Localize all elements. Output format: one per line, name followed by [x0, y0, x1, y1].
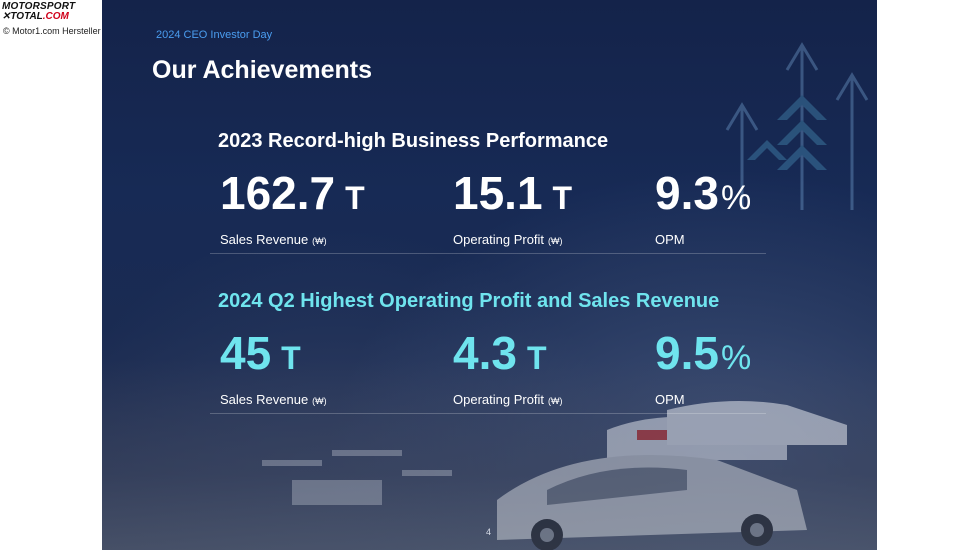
section-heading: 2024 Q2 Highest Operating Profit and Sal…: [218, 290, 720, 312]
metric-sales-revenue: 45 T Sales Revenue (₩): [220, 327, 327, 407]
currency-label: (₩): [312, 236, 327, 246]
metric-value: 162.7: [220, 167, 336, 219]
section-heading: 2023 Record-high Business Performance: [218, 130, 609, 152]
metric-label: Operating Profit: [453, 232, 545, 247]
metric-unit: T: [552, 180, 573, 216]
metric-unit: %: [720, 179, 752, 217]
background-furniture-icon: [262, 450, 452, 505]
metric-value: 15.1: [453, 167, 543, 219]
metric-value: 9.3: [655, 167, 719, 219]
currency-label: (₩): [312, 396, 327, 406]
metric-operating-profit: 15.1 T Operating Profit (₩): [453, 167, 573, 247]
metric-unit: T: [281, 340, 301, 376]
section-divider: [210, 253, 766, 254]
metric-unit: T: [526, 340, 547, 376]
photo-credit: © Motor1.com Hersteller: [3, 26, 101, 36]
metric-label: Sales Revenue: [220, 392, 309, 407]
metric-operating-profit: 4.3 T Operating Profit (₩): [453, 327, 563, 407]
currency-label: (₩): [548, 396, 563, 406]
metric-label: Sales Revenue: [220, 232, 309, 247]
metric-value: 4.3: [453, 327, 517, 379]
currency-label: (₩): [548, 236, 563, 246]
metric-opm: 9.3% OPM: [655, 167, 752, 247]
metric-label: Operating Profit: [453, 392, 545, 407]
metric-unit: %: [720, 339, 752, 377]
page-number: 4: [486, 527, 492, 537]
metric-label: OPM: [655, 392, 685, 407]
section-divider: [210, 413, 766, 414]
arrows-decoration-icon: [725, 42, 869, 210]
motorsport-total-logo: MOTORSPORT ✕TOTAL.COM: [2, 1, 76, 22]
metric-opm: 9.5% OPM: [655, 327, 752, 407]
metric-sales-revenue: 162.7 T Sales Revenue (₩): [220, 167, 365, 247]
metric-label: OPM: [655, 232, 685, 247]
metric-value: 45: [220, 327, 272, 379]
metric-value: 9.5: [655, 327, 719, 379]
metric-unit: T: [345, 180, 365, 216]
race-cars-icon: [497, 401, 847, 550]
slide-eyebrow: 2024 CEO Investor Day: [156, 29, 273, 41]
slide-title: Our Achievements: [152, 56, 372, 84]
presentation-slide: 2024 CEO Investor Day Our Achievements 2…: [102, 0, 877, 550]
